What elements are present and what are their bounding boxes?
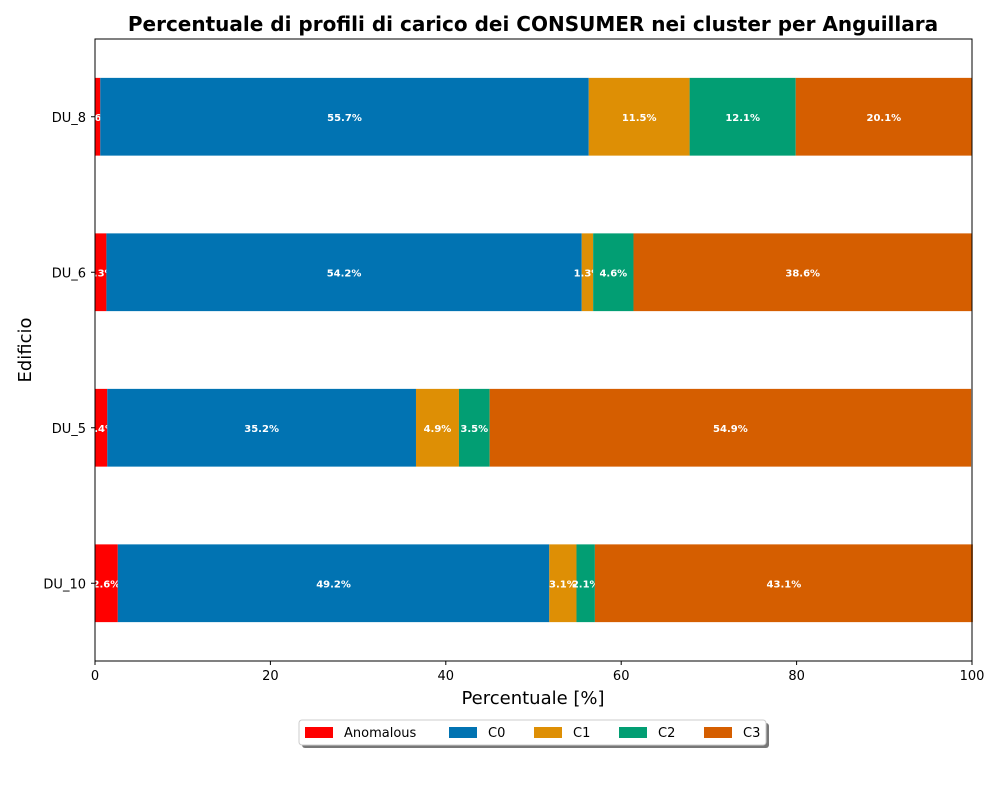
bar-label: 3.5% [460, 424, 488, 435]
y-axis-label: Edificio [15, 317, 36, 382]
legend-label-c2: C2 [658, 726, 675, 741]
chart-title: Percentuale di profili di carico dei CON… [128, 12, 938, 36]
y-tick-label: DU_5 [52, 422, 86, 437]
legend: Anomalous C0 C1 C2 C3 [298, 719, 769, 748]
bar-c3-du_6 [633, 233, 972, 312]
legend-swatch-c1 [534, 727, 562, 738]
bar-c3-du_10 [594, 544, 973, 623]
legend-box [298, 719, 767, 746]
plot-frame [94, 38, 973, 662]
x-tick-label: 100 [960, 669, 985, 684]
bar-label: 3.1% [549, 579, 577, 590]
bar-label: 1.3% [574, 268, 602, 279]
bar-label: 11.5% [622, 113, 657, 124]
bar-c1-du_8 [588, 77, 690, 156]
y-tick-label: DU_10 [43, 577, 86, 592]
bar-c1-du_5 [415, 388, 459, 467]
x-axis-label: Percentuale [%] [461, 688, 604, 709]
bar-label: 4.9% [424, 424, 452, 435]
bar-c0-du_5 [107, 388, 416, 467]
legend-label-c3: C3 [743, 726, 760, 741]
x-tick-label: 80 [788, 669, 805, 684]
bar-c1-du_6 [581, 233, 594, 312]
bar-c2-du_6 [593, 233, 634, 312]
legend-swatch-anomalous [305, 727, 333, 738]
legend-swatch-c0 [449, 727, 477, 738]
bar-label: 49.2% [316, 579, 351, 590]
bar-c0-du_8 [100, 77, 589, 156]
y-tick-label: DU_6 [52, 266, 86, 281]
bar-label: 43.1% [767, 579, 802, 590]
bar-label: 54.9% [713, 424, 748, 435]
bar-anomalous-du_10 [95, 544, 118, 623]
bar-label: 2.6% [93, 579, 121, 590]
bar-anomalous-du_8 [95, 77, 101, 156]
bar-c2-du_5 [458, 388, 490, 467]
bar-c3-du_5 [489, 388, 972, 467]
bar-anomalous-du_5 [95, 388, 108, 467]
bar-label: 4.6% [599, 268, 627, 279]
bar-c2-du_8 [689, 77, 796, 156]
bar-c0-du_10 [117, 544, 550, 623]
bar-label: 20.1% [867, 113, 902, 124]
x-tick-label: 0 [91, 669, 99, 684]
y-tick-label: DU_8 [52, 111, 86, 126]
bar-c3-du_8 [795, 77, 972, 156]
x-tick-label: 20 [262, 669, 279, 684]
bar-label: 0.6% [84, 113, 112, 124]
bar-label: 35.2% [244, 424, 279, 435]
bar-label: 38.6% [785, 268, 820, 279]
bar-label: 1.4% [87, 424, 115, 435]
bar-c0-du_6 [106, 233, 582, 312]
bar-label: 2.1% [572, 579, 600, 590]
legend-label-c1: C1 [573, 726, 590, 741]
bar-label: 1.3% [87, 268, 115, 279]
x-tick-label: 60 [613, 669, 630, 684]
bar-c1-du_10 [549, 544, 577, 623]
bar-label: 12.1% [725, 113, 760, 124]
legend-swatch-c2 [619, 727, 647, 738]
bar-c2-du_10 [576, 544, 595, 623]
legend-label-c0: C0 [488, 726, 505, 741]
legend-label-anomalous: Anomalous [344, 726, 417, 741]
bar-label: 54.2% [327, 268, 362, 279]
x-tick-label: 40 [438, 669, 455, 684]
bar-anomalous-du_6 [95, 233, 107, 312]
legend-swatch-c3 [704, 727, 732, 738]
bar-label: 55.7% [327, 113, 362, 124]
